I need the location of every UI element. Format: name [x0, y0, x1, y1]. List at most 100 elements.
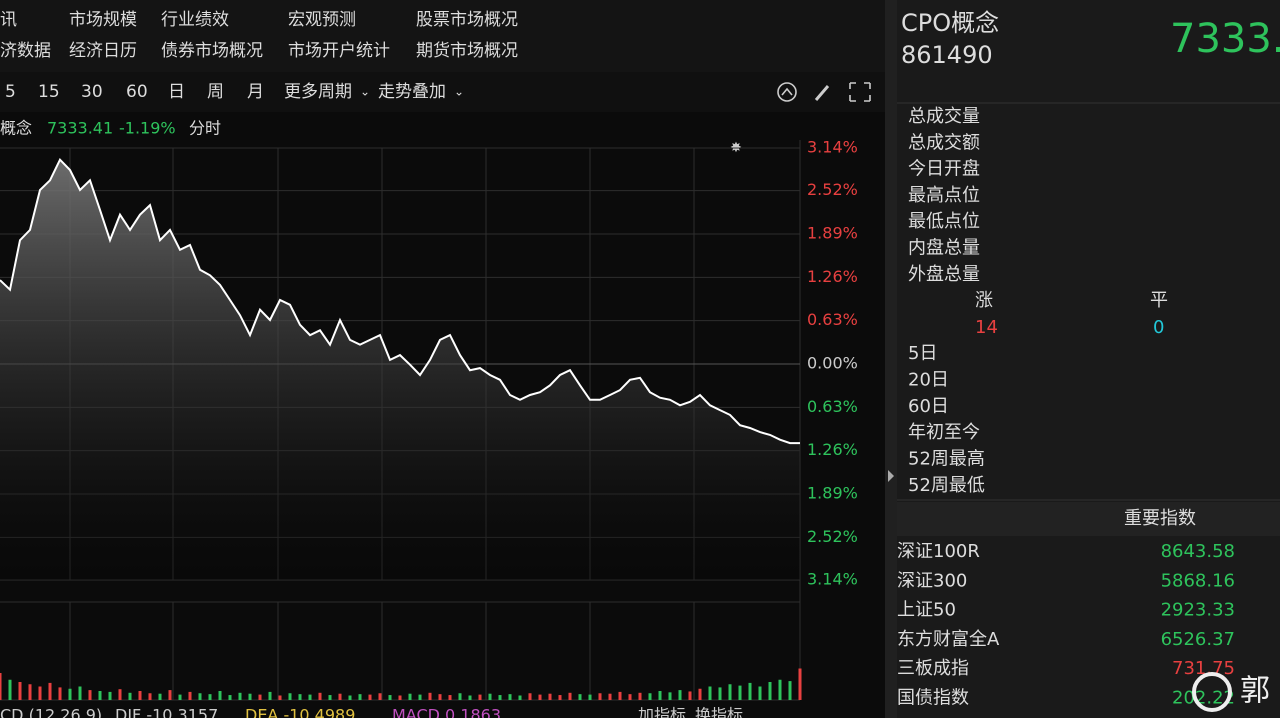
toolbar-icons[interactable]: [777, 82, 871, 102]
y-tick-label: 1.89%: [807, 223, 858, 242]
icon-draw[interactable]: [814, 85, 830, 101]
volume-bar: [368, 694, 372, 700]
quote-field: 外盘总量: [908, 264, 980, 285]
volume-bar: [618, 691, 622, 700]
volume-bar: [508, 694, 512, 700]
volume-bar: [408, 693, 412, 700]
icon-collapse[interactable]: [777, 82, 797, 102]
index-value: 2923.33: [1161, 600, 1235, 621]
menu-item[interactable]: 期货市场概况: [416, 41, 518, 61]
volume-bar: [0, 673, 2, 700]
volume-bar: [288, 693, 292, 700]
volume-bar: [698, 688, 702, 700]
y-tick-label: 0.63%: [807, 310, 858, 329]
volume-bar: [78, 686, 82, 700]
period-button[interactable]: 走势叠加: [378, 82, 446, 102]
period-field: 20日: [908, 369, 949, 390]
menu-item[interactable]: 讯: [0, 10, 17, 30]
splitter-arrow[interactable]: [888, 470, 894, 482]
index-name[interactable]: 深证300: [897, 570, 967, 591]
quote-name: CPO概念: [901, 9, 999, 37]
y-tick-label: 1.26%: [807, 267, 858, 286]
dropdown-caret[interactable]: ⌄: [360, 85, 370, 99]
menu-item[interactable]: 济数据: [0, 41, 51, 61]
indicator-text[interactable]: 换指标: [695, 706, 743, 718]
period-button[interactable]: 5: [5, 82, 16, 102]
menu-item[interactable]: 宏观预测: [288, 10, 356, 30]
volume-bar: [568, 692, 572, 700]
volume-bar: [58, 687, 62, 700]
volume-bar: [418, 694, 422, 700]
index-value: 6526.37: [1161, 629, 1235, 650]
volume-grid: [69, 602, 695, 700]
up-label: 涨: [975, 290, 993, 311]
volume-bar: [8, 679, 12, 700]
quote-code: 861490: [901, 41, 993, 69]
index-title: 重要指数: [1124, 508, 1196, 529]
price-area: [0, 159, 800, 580]
volume-bar: [458, 693, 462, 700]
up-count: 14: [975, 317, 998, 338]
volume-bar: [298, 694, 302, 700]
index-value: 5868.16: [1161, 570, 1235, 591]
quote-field: 最高点位: [908, 185, 980, 206]
period-button[interactable]: 日: [168, 82, 185, 102]
icon-fullscreen[interactable]: [849, 82, 871, 102]
volume-bar: [248, 693, 252, 700]
index-name[interactable]: 国债指数: [897, 688, 969, 709]
menu-item[interactable]: 行业绩效: [161, 10, 229, 30]
volume-bar: [338, 693, 342, 700]
icon-collapse-arrow[interactable]: [781, 87, 793, 96]
period-button[interactable]: 更多周期: [284, 82, 352, 102]
volume-bar: [328, 695, 332, 700]
volume-bar: [638, 692, 642, 700]
volume-bar: [798, 668, 802, 700]
toolbar-bg: [0, 72, 885, 112]
volume-bar: [348, 695, 352, 700]
period-button[interactable]: 周: [207, 82, 224, 102]
quote-field: 今日开盘: [908, 159, 980, 180]
volume-bar: [158, 693, 162, 700]
period-field: 52周最低: [908, 475, 985, 496]
volume-bar: [728, 684, 732, 700]
period-field: 60日: [908, 396, 949, 417]
index-name[interactable]: 三板成指: [897, 658, 969, 679]
menu-item[interactable]: 经济日历: [69, 41, 137, 61]
y-tick-label: 1.89%: [807, 484, 858, 503]
volume-bar: [688, 691, 692, 700]
indicator-text[interactable]: 加指标: [638, 706, 686, 718]
volume-bar: [748, 682, 752, 700]
right-panel: [897, 0, 1280, 718]
volume-bar: [68, 688, 72, 700]
volume-bar: [498, 695, 502, 700]
menu-item[interactable]: 债券市场概况: [161, 41, 263, 61]
menu-item[interactable]: 股票市场概况: [416, 10, 518, 30]
index-name[interactable]: 深证100R: [897, 541, 980, 562]
index-name[interactable]: 上证50: [897, 600, 956, 621]
volume-bar: [118, 689, 122, 700]
volume-bar: [438, 694, 442, 700]
period-button[interactable]: 月: [247, 82, 264, 102]
menu-item[interactable]: 市场规模: [69, 10, 137, 30]
index-value: 8643.58: [1161, 541, 1235, 562]
period-button[interactable]: 30: [81, 82, 103, 102]
period-button[interactable]: 60: [126, 82, 148, 102]
volume-bar: [138, 691, 142, 700]
index-name[interactable]: 东方财富全A: [897, 629, 1000, 650]
dropdown-caret[interactable]: ⌄: [454, 85, 464, 99]
menu-item[interactable]: 市场开户统计: [288, 41, 390, 61]
period-button[interactable]: 15: [38, 82, 60, 102]
volume-bar: [38, 686, 42, 700]
volume-bar: [228, 695, 232, 700]
volume-bar: [378, 693, 382, 700]
volume-bar: [398, 695, 402, 700]
volume-bar: [518, 695, 522, 700]
volume-bar: [468, 695, 472, 700]
menu-bg: [0, 0, 885, 72]
splitter[interactable]: [885, 0, 897, 718]
volume-bar: [778, 679, 782, 700]
y-tick-label: 1.26%: [807, 440, 858, 459]
volume-bar: [588, 694, 592, 700]
